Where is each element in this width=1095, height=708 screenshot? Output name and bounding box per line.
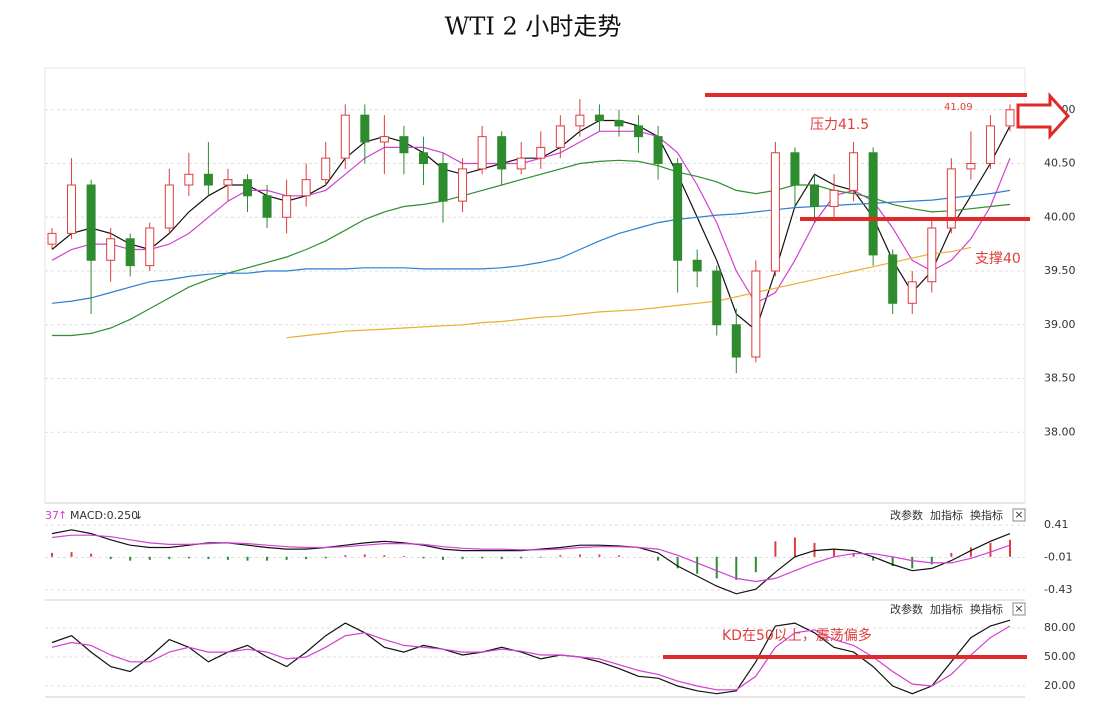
close-button[interactable]: [1012, 602, 1026, 616]
candle-body: [692, 259, 702, 272]
candle-body: [360, 114, 370, 143]
candle-body: [790, 152, 800, 186]
candle-body: [243, 179, 253, 197]
annotation: KD在50以上，震荡偏多: [722, 627, 872, 644]
candle-body: [829, 189, 839, 208]
candle-body: [673, 163, 683, 261]
arrow-up: ↑: [58, 509, 67, 522]
candle-body: [438, 163, 448, 202]
candle-body: [849, 152, 859, 191]
toolbar-button[interactable]: 换指标: [970, 602, 1003, 616]
candle-body: [262, 195, 272, 218]
candle-body: [985, 125, 995, 165]
y-tick-label: 39.50: [1044, 264, 1076, 277]
candle-body: [653, 136, 663, 165]
candle-body: [223, 179, 233, 186]
candle-body: [203, 173, 213, 186]
toolbar-button[interactable]: 改参数: [890, 602, 923, 616]
candle-body: [379, 136, 389, 143]
candle-body: [282, 195, 292, 218]
candle-body: [751, 270, 761, 358]
candle-body: [614, 120, 624, 127]
candle-body: [966, 163, 976, 170]
candle-body: [106, 238, 116, 261]
candle-body: [946, 168, 956, 229]
y-tick-label: 80.00: [1044, 621, 1076, 634]
candle-body: [907, 281, 917, 304]
annotation: 41.09: [944, 102, 973, 113]
candle-body: [67, 184, 77, 234]
chart-title: WTI 2 小时走势: [445, 13, 622, 41]
annotation: 支撑40: [975, 251, 1021, 267]
candle-body: [927, 227, 937, 283]
candle-body: [340, 114, 350, 159]
indicator-line: [52, 159, 1011, 337]
candle-body: [184, 173, 194, 186]
y-tick-label: -0.01: [1044, 551, 1072, 564]
candle-body: [731, 324, 741, 358]
toolbar-button[interactable]: 改参数: [890, 508, 923, 522]
y-tick-label: 40.00: [1044, 210, 1076, 223]
y-tick-label: 0.41: [1044, 518, 1069, 531]
candle-body: [125, 238, 135, 267]
indicator-line: [51, 619, 1011, 695]
candle-body: [516, 157, 526, 170]
candle-body: [301, 179, 311, 197]
indicator-line: [51, 130, 1011, 305]
y-tick-label: 40.50: [1044, 157, 1076, 170]
y-tick-label: 39.00: [1044, 318, 1076, 331]
y-tick-label: 20.00: [1044, 679, 1076, 692]
candle-body: [594, 114, 604, 122]
close-button[interactable]: [1012, 508, 1026, 522]
indicator-prefix: 37: [45, 509, 59, 522]
y-tick-label: -0.43: [1044, 583, 1072, 596]
indicator-line: [51, 534, 1011, 583]
candle-body: [164, 184, 174, 229]
candle-body: [868, 152, 878, 256]
indicator-line: [51, 625, 1011, 691]
candle-body: [770, 152, 780, 272]
indicator-label: MACD:0.250: [70, 509, 138, 522]
indicator-line: [51, 529, 1011, 595]
candle-body: [86, 184, 96, 261]
candle-body: [888, 254, 898, 304]
candle-body: [399, 136, 409, 154]
close-icon[interactable]: ×: [1014, 602, 1023, 615]
y-tick-label: 38.00: [1044, 425, 1076, 438]
arrow-icon: [1016, 92, 1071, 140]
candle-body: [321, 157, 331, 181]
y-tick-label: 50.00: [1044, 650, 1076, 663]
candle-body: [809, 184, 819, 208]
indicator-line: [286, 246, 972, 339]
indicator-line: [51, 189, 1011, 304]
annotation: 压力41.5: [810, 117, 869, 133]
toolbar-button[interactable]: 加指标: [930, 508, 963, 522]
toolbar-button[interactable]: 加指标: [930, 602, 963, 616]
close-icon[interactable]: ×: [1014, 508, 1023, 521]
y-tick-label: 38.50: [1044, 372, 1076, 385]
plot-layer: 41.0040.5040.0039.5039.0038.5038.00压力41.…: [45, 99, 1076, 695]
candle-body: [536, 146, 546, 159]
candle-body: [634, 125, 644, 138]
candle-body: [47, 232, 57, 245]
candle-body: [145, 227, 155, 267]
candle-body: [1005, 109, 1015, 127]
candle-body: [555, 125, 565, 148]
candle-body: [458, 168, 468, 202]
arrow-down: ↓: [134, 509, 143, 522]
candle-body: [575, 114, 585, 127]
candle-body: [497, 136, 507, 170]
candle-body: [712, 270, 722, 326]
toolbar-button[interactable]: 换指标: [970, 508, 1003, 522]
candle-body: [477, 136, 487, 170]
candle-body: [418, 152, 428, 165]
indicator-line: [51, 119, 1011, 332]
